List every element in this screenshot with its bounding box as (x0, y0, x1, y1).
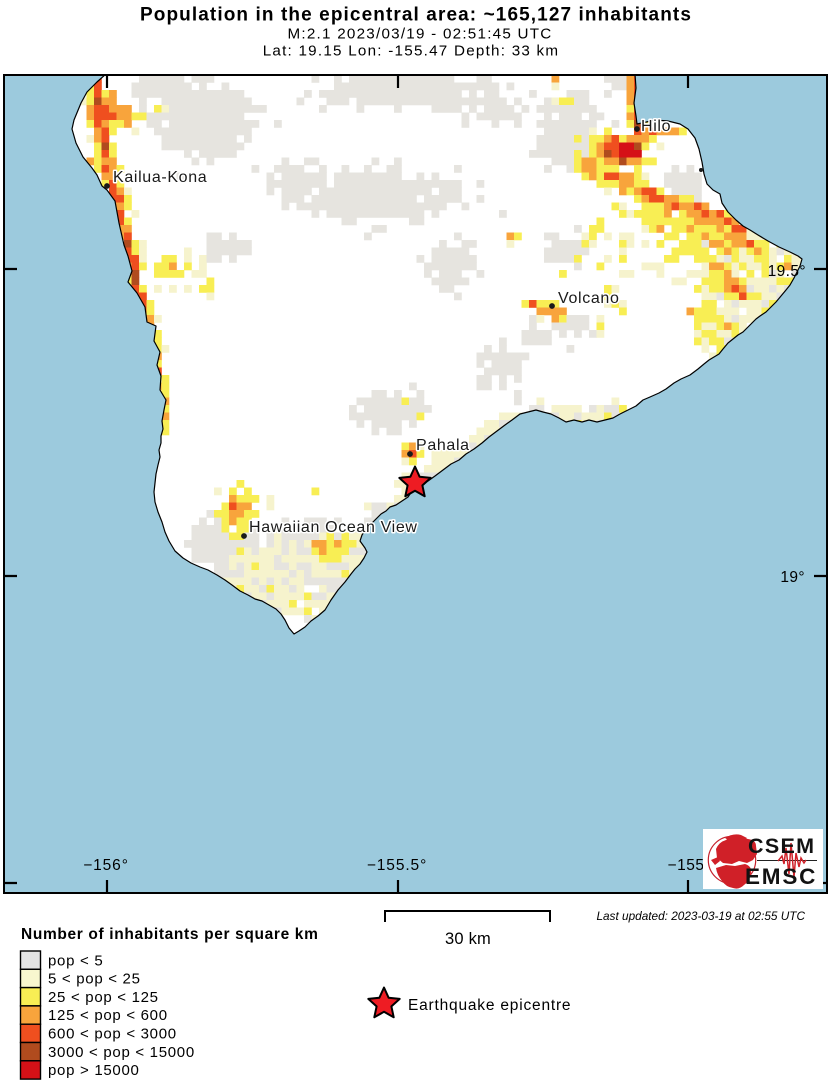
svg-text:Population in the epicentral a: Population in the epicentral area: ~165,… (140, 5, 692, 26)
svg-text:−155.5°: −155.5° (367, 857, 427, 874)
svg-text:3000 < pop < 15000: 3000 < pop < 15000 (48, 1044, 195, 1061)
svg-text:25 < pop < 125: 25 < pop < 125 (48, 989, 159, 1006)
svg-text:Hilo: Hilo (641, 118, 671, 135)
svg-text:19.5°: 19.5° (768, 263, 806, 280)
svg-text:pop < 5: pop < 5 (48, 952, 103, 969)
svg-text:pop > 15000: pop > 15000 (48, 1062, 140, 1079)
svg-text:Kailua-Kona: Kailua-Kona (113, 169, 207, 186)
svg-text:19°: 19° (780, 569, 805, 586)
svg-text:M:2.1 2023/03/19 - 02:51:45 UT: M:2.1 2023/03/19 - 02:51:45 UTC (287, 26, 552, 43)
svg-text:EMSC: EMSC (745, 864, 817, 889)
svg-text:−155: −155 (668, 857, 705, 874)
svg-text:Pahala: Pahala (416, 437, 470, 454)
svg-text:600 < pop < 3000: 600 < pop < 3000 (48, 1026, 177, 1043)
svg-text:Number of inhabitants per squa: Number of inhabitants per square km (21, 926, 319, 943)
svg-text:Volcano: Volcano (558, 290, 620, 307)
svg-text:Earthquake epicentre: Earthquake epicentre (408, 997, 571, 1014)
svg-text:5 < pop < 25: 5 < pop < 25 (48, 971, 141, 988)
svg-text:125 < pop < 600: 125 < pop < 600 (48, 1007, 168, 1024)
svg-text:CSEM: CSEM (748, 834, 815, 858)
svg-text:30 km: 30 km (445, 930, 491, 948)
svg-text:Lat: 19.15 Lon: -155.47 Depth:: Lat: 19.15 Lon: -155.47 Depth: 33 km (263, 43, 560, 60)
svg-text:Hawaiian Ocean View: Hawaiian Ocean View (249, 519, 418, 536)
svg-text:Last updated: 2023-03-19 at 02: Last updated: 2023-03-19 at 02:55 UTC (596, 909, 805, 923)
svg-text:−156°: −156° (83, 857, 129, 874)
